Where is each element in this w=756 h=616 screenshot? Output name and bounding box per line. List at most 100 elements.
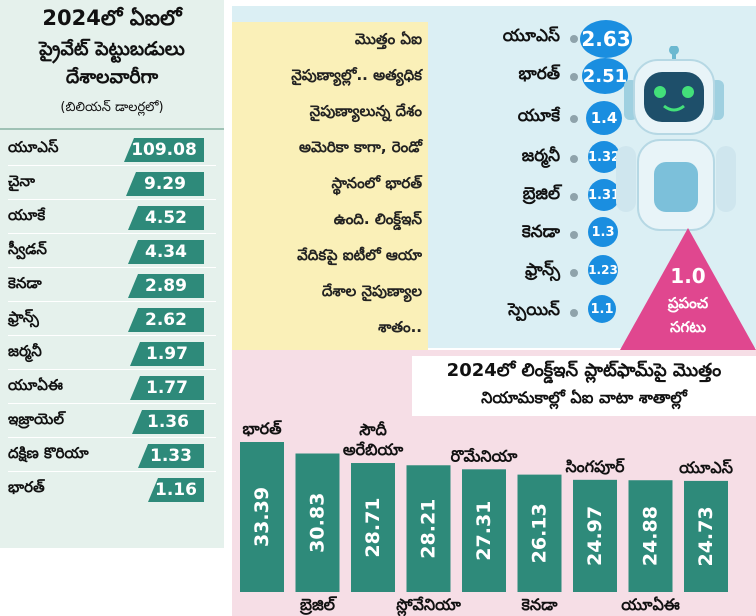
hiring-bar: [573, 479, 617, 592]
skills-country: యూఎస్: [502, 26, 560, 46]
investment-row: యూఎస్ 109.08: [0, 134, 224, 166]
blurb-line: శాతం..: [378, 318, 422, 336]
hiring-bar-value: 30.83: [307, 493, 329, 553]
skills-value-circle: 1.4: [586, 101, 622, 135]
investment-country: స్వీడన్: [8, 240, 47, 258]
investment-title-line2: ప్రైవేట్ పెట్టుబడులు: [39, 38, 185, 60]
skills-value-circle: 2.51: [582, 58, 628, 94]
hiring-category-label: స్లోవేనియా: [396, 595, 461, 616]
leader-dot: [570, 115, 578, 123]
investment-row: భారత్ 1.16: [0, 474, 224, 506]
investment-country: భారత్: [8, 478, 45, 496]
investment-row: స్వీడన్ 4.34: [0, 236, 224, 268]
skills-value-circle: 2.63: [580, 20, 632, 58]
hiring-bar: [462, 469, 506, 592]
hiring-bar: [240, 442, 284, 592]
row-divider: [8, 369, 216, 370]
investment-value: 9.29: [126, 172, 204, 196]
row-divider: [8, 437, 216, 438]
hiring-bar-value: 28.71: [362, 497, 384, 557]
investment-country: యూఎస్: [8, 138, 59, 156]
leader-dot: [570, 231, 578, 239]
hiring-category-label: బ్రెజిల్: [299, 595, 338, 615]
blurb-line: నైపుణ్యాలున్న దేశం: [309, 102, 422, 120]
leader-dot: [570, 73, 578, 81]
investment-row: కెనడా 2.89: [0, 270, 224, 302]
leader-dot: [570, 155, 578, 163]
skills-country: జర్మనీ: [521, 146, 560, 166]
row-divider: [8, 403, 216, 404]
world-average-value: 1.0: [670, 264, 706, 288]
skills-country: స్పెయిన్: [508, 300, 560, 320]
world-average-label: ప్రపంచ: [667, 294, 709, 312]
hiring-bar-value: 24.88: [640, 506, 662, 566]
investment-country: ఇజ్రాయెల్: [8, 410, 64, 428]
skills-row: జర్మనీ 1.32: [432, 140, 622, 178]
hiring-category-label: రొమేనియా: [451, 446, 518, 465]
skills-row: భారత్ 2.51: [432, 58, 628, 96]
hiring-bar: [406, 465, 451, 592]
skills-panel: మొత్తం ఏఐ నైపుణ్యాల్లో.. అత్యధిక నైపుణ్య…: [232, 6, 756, 352]
investment-country: జర్మనీ: [8, 342, 42, 360]
investment-country: యూఏఈ: [8, 376, 63, 394]
row-divider: [8, 267, 216, 268]
world-average-label: సగటు: [669, 318, 707, 336]
skills-country: ఫ్రాన్స్: [525, 260, 560, 280]
investment-country: కెనడా: [8, 274, 42, 292]
skills-country: యూకే: [517, 106, 560, 126]
investment-row: జర్మనీ 1.97: [0, 338, 224, 370]
investment-title-line3: దేశాలవారీగా: [65, 66, 159, 88]
blurb-line: స్థానంలో భారత్: [331, 174, 422, 192]
investment-country: యూకే: [8, 206, 46, 224]
investment-panel: 2024లో ఏఐలో ప్రైవేట్ పెట్టుబడులు దేశాలవా…: [0, 0, 224, 548]
row-divider: [8, 199, 216, 200]
hiring-chart-title-line1: 2024లో లింక్డ్ఇన్ ప్లాట్‌ఫామ్‌పై మొత్తం: [446, 360, 722, 381]
investment-unit: (బిలియన్ డాలర్లలో): [60, 100, 164, 115]
blurb-line: నైపుణ్యాల్లో.. అత్యధిక: [291, 66, 422, 84]
skills-value-circle: 1.31: [588, 179, 620, 211]
hiring-bar: [351, 463, 395, 592]
blurb-line: దేశాల నైపుణ్యాల: [321, 282, 422, 300]
investment-row: యూకే 4.52: [0, 202, 224, 234]
hiring-bar-value: 26.13: [529, 503, 551, 563]
skills-blurb: మొత్తం ఏఐ నైపుణ్యాల్లో.. అత్యధిక నైపుణ్య…: [232, 22, 428, 352]
divider: [0, 128, 224, 130]
world-average-triangle: [620, 228, 756, 350]
leader-dot: [570, 309, 578, 317]
investment-title: 2024లో ఏఐలో ప్రైవేట్ పెట్టుబడులు దేశాలవా…: [0, 0, 224, 128]
row-divider: [8, 233, 216, 234]
hiring-chart-title-line2: నియామకాల్లో ఏఐ వాటా శాతాల్లో: [481, 388, 687, 407]
skills-row: స్పెయిన్ 1.1: [432, 294, 622, 332]
investment-value: 4.52: [128, 206, 204, 230]
row-divider: [8, 301, 216, 302]
hiring-category-label: భారత్: [242, 419, 282, 438]
investment-value: 1.77: [130, 376, 204, 400]
row-divider: [8, 471, 216, 472]
blurb-line: ఉంది. లింక్డ్ఇన్: [333, 210, 422, 228]
skills-value-circle: 1.32: [588, 141, 620, 173]
investment-value: 1.16: [148, 478, 204, 502]
investment-row: యూఏఈ 1.77: [0, 372, 224, 404]
skills-row: కెనడా 1.3: [432, 216, 622, 254]
hiring-bar-value: 33.39: [251, 487, 273, 547]
row-divider: [8, 335, 216, 336]
skills-value-circle: 1.23: [588, 255, 618, 285]
blurb-line: అమెరికా కాగా, రెండో: [299, 138, 422, 156]
leader-dot: [570, 193, 578, 201]
investment-country: దక్షిణ కొరియా: [8, 444, 89, 462]
skills-row: యూఎస్ 2.63: [432, 20, 632, 58]
hiring-bar-chart: 33.39 భారత్ 30.83 బ్రెజిల్ 28.71 సౌదీ అరేబియా 2…: [240, 419, 733, 616]
investment-country: ఫ్రాన్స్: [8, 308, 39, 326]
investment-row: దక్షిణ కొరియా 1.33: [0, 440, 224, 472]
investment-row: ఫ్రాన్స్ 2.62: [0, 304, 224, 336]
blurb-line: మొత్తం ఏఐ: [354, 30, 422, 48]
hiring-bar-value: 28.21: [418, 499, 440, 559]
leader-dot: [570, 269, 578, 277]
blurb-line: వేదికపై ఐటీలో ఆయా: [297, 246, 422, 264]
investment-value: 1.36: [132, 410, 204, 434]
investment-row: ఇజ్రాయెల్ 1.36: [0, 406, 224, 438]
hiring-bar: [628, 480, 673, 592]
hiring-chart-panel: 33.39 భారత్ 30.83 బ్రెజిల్ 28.71 సౌదీ అరేబియా 2…: [232, 350, 756, 616]
hiring-bar-value: 27.31: [473, 501, 495, 561]
